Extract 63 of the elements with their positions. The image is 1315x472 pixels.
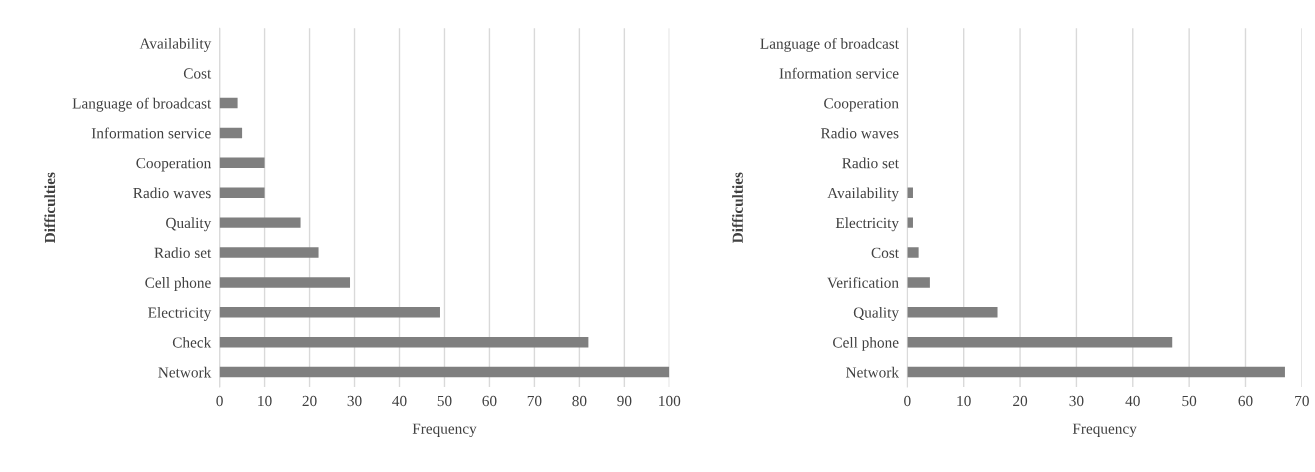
y-tick-label: Language of broadcast	[760, 37, 899, 52]
y-tick-label: Cell phone	[145, 277, 211, 291]
bar	[219, 366, 670, 378]
bar	[219, 247, 319, 258]
x-tick-label: 60	[482, 395, 497, 407]
x-tick-label: 70	[1295, 395, 1309, 407]
x-tick-label: 40	[1125, 395, 1140, 407]
y-tick-label: Radio waves	[133, 187, 211, 199]
x-tick-label: 40	[392, 395, 407, 407]
bar	[907, 336, 1173, 348]
x-tick-label: 70	[527, 395, 542, 407]
x-tick-label: 0	[904, 395, 911, 407]
y-tick-label: Check	[172, 336, 212, 348]
bar	[219, 307, 440, 318]
x-tick-label: 60	[1238, 395, 1253, 407]
y-tick-label: Cooperation	[136, 158, 212, 172]
x-tick-label: 30	[347, 395, 362, 407]
y-axis-title: Difficulties	[44, 172, 56, 244]
x-tick-label: 10	[258, 395, 272, 407]
x-tick-label: 20	[302, 395, 317, 407]
x-tick-label: 50	[1182, 395, 1197, 407]
y-tick-label: Availability	[139, 37, 212, 52]
y-tick-label: Radio set	[842, 157, 899, 169]
y-axis-title: Difficulties	[731, 172, 743, 244]
x-axis-title: Frequency	[1072, 423, 1137, 437]
bar	[907, 366, 1285, 378]
y-tick-label: Radio set	[154, 247, 212, 258]
y-tick-label: Network	[158, 366, 212, 378]
bar	[219, 127, 243, 139]
x-tick-label: 30	[1069, 395, 1084, 407]
x-tick-label: 100	[659, 395, 681, 407]
bar	[219, 277, 351, 288]
x-tick-label: 80	[572, 395, 587, 407]
bar	[219, 217, 301, 228]
bar	[219, 97, 238, 109]
y-tick-label: Quality	[166, 217, 212, 232]
y-tick-label: Radio waves	[820, 127, 899, 139]
y-tick-label: Network	[846, 366, 900, 378]
x-tick-label: 50	[437, 395, 452, 407]
x-tick-label: 20	[1013, 395, 1028, 407]
y-tick-label: Information service	[91, 127, 211, 139]
y-tick-label: Cooperation	[824, 98, 899, 112]
y-tick-label: Cell phone	[833, 336, 899, 351]
y-tick-label: Cost	[871, 247, 899, 258]
bar	[907, 277, 930, 288]
bar	[219, 187, 265, 198]
x-tick-label: 0	[216, 395, 223, 407]
x-tick-label: 10	[957, 395, 971, 407]
y-tick-label: Information service	[779, 67, 899, 79]
y-tick-label: Availability	[827, 187, 899, 202]
y-tick-label: Verification	[827, 276, 899, 288]
y-tick-label: Language of broadcast	[72, 97, 212, 112]
y-tick-label: Electricity	[835, 217, 899, 232]
y-tick-label: Quality	[853, 307, 899, 321]
bar	[219, 336, 589, 348]
bar	[907, 217, 913, 228]
x-axis-title: Frequency	[412, 423, 477, 437]
bar	[219, 157, 265, 169]
bar	[907, 307, 998, 318]
y-tick-label: Cost	[183, 68, 212, 79]
bar	[907, 247, 919, 258]
x-tick-label: 90	[617, 395, 632, 407]
y-tick-label: Electricity	[148, 307, 212, 321]
